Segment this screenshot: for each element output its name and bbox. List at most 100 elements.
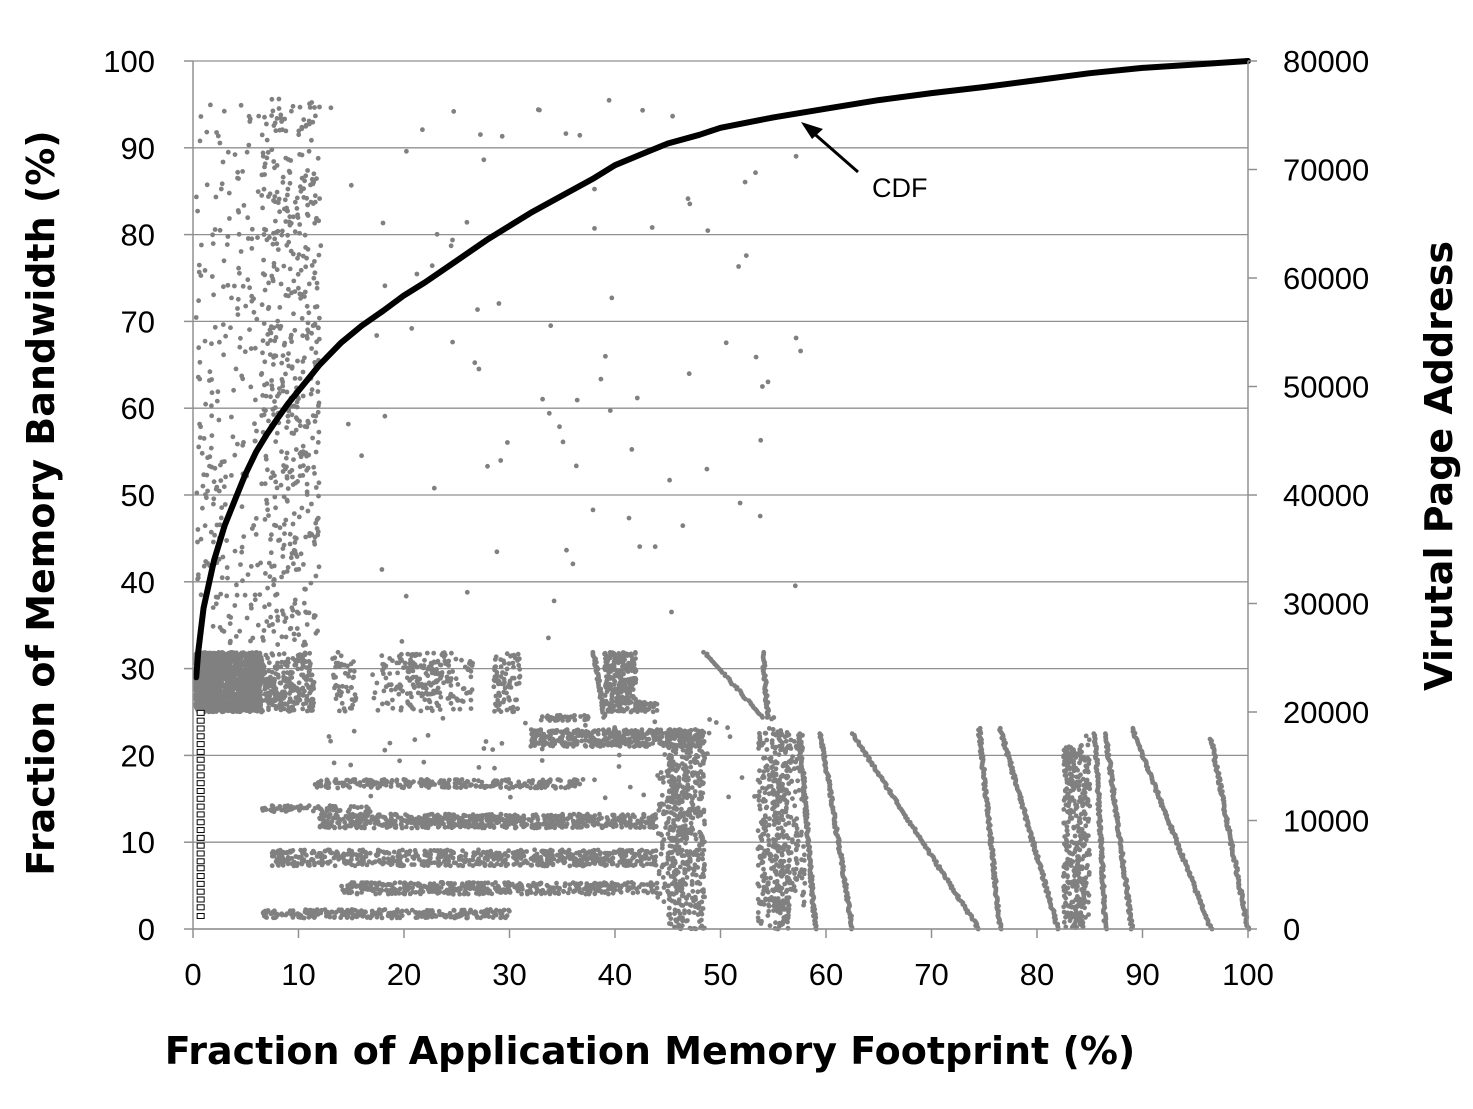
scatter-point [379,653,385,659]
scatter-point [693,836,699,842]
scatter-point [567,863,573,869]
scatter-point [266,705,271,710]
scatter-point [441,821,446,827]
scatter-point [504,666,510,672]
scatter-point [605,741,611,747]
scatter-point [375,785,381,791]
scatter-point [310,684,316,689]
scatter-point [666,896,672,902]
scatter-point [227,663,233,669]
scatter-point [677,879,683,884]
scatter-point [464,780,470,785]
scatter-point [675,832,681,838]
scatter-point [683,882,689,887]
scatter-point [526,778,532,784]
scatter-point [351,778,357,784]
scatter-point [432,814,437,819]
scatter-point [439,784,445,790]
scatter-point [560,811,565,817]
scatter-point [499,823,505,829]
scatter-point [695,813,701,819]
scatter-point [681,776,687,782]
scatter-point [569,741,575,747]
scatter-point [297,688,302,694]
scatter-point [666,905,672,911]
scatter-point [676,778,682,784]
scatter-point [452,784,458,790]
scatter-point [686,909,692,914]
scatter-point [666,735,672,740]
scatter-point [236,652,241,658]
scatter-point [347,807,352,813]
scatter-point [365,812,370,817]
scatter-point [651,813,657,819]
scatter-point [628,653,634,659]
scatter-point [279,659,285,665]
scatter-point [674,816,680,822]
scatter-point [482,785,488,791]
scatter-point [561,860,567,866]
scatter-point [225,671,231,677]
scatter-point [340,683,345,689]
scatter-point [386,851,392,856]
scatter-point [375,707,381,713]
scatter-point [654,708,660,713]
scatter-point [558,778,563,783]
scatter-point [611,817,617,823]
scatter-point [295,804,300,810]
scatter-point [503,671,509,677]
scatter-point [226,690,232,696]
scatter-point [207,687,213,692]
scatter-point [660,862,666,868]
scatter-point [493,816,498,821]
scatter-point [511,664,516,670]
scatter-point [697,776,703,781]
scatter-point [495,697,501,703]
scatter-point [484,815,490,821]
scatter-point [620,667,626,672]
scatter-point [690,770,696,776]
scatter-point [702,862,707,867]
scatter-point [357,780,363,785]
scatter-point [317,823,323,829]
scatter-point [423,816,429,822]
scatter-point [652,858,658,864]
scatter-point [571,811,577,817]
scatter-point [318,782,323,788]
scatter-point [409,694,414,700]
scatter-point [667,835,672,841]
scatter-point [459,815,465,821]
scatter-point [632,854,637,859]
scatter-point [604,678,610,684]
scatter-point [668,729,674,735]
scatter-point [364,804,369,810]
scatter-point [583,729,589,734]
scatter-point [565,718,570,723]
scatter-point [300,685,306,691]
scatter-point [570,852,576,858]
scatter-point [247,704,253,710]
scatter-point [407,702,413,708]
scatter-point [236,670,242,675]
scatter-point [506,695,511,700]
scatter-point [201,705,207,710]
scatter-point [246,659,252,665]
scatter-point [504,690,509,696]
scatter-point [467,858,473,863]
scatter-point [698,792,704,798]
scatter-point [659,792,665,798]
scatter-point [310,707,315,713]
scatter-point [209,674,215,680]
scatter-point [350,702,355,708]
scatter-point [663,825,668,830]
scatter-point [619,706,625,712]
scatter-point [496,681,501,687]
scatter-point [473,783,479,788]
scatter-point [272,677,277,683]
scatter-point [691,910,697,915]
scatter-point [597,851,603,857]
scatter-point [580,861,586,867]
scatter-point [282,701,288,707]
scatter-point [346,784,352,790]
scatter-point [429,691,434,697]
